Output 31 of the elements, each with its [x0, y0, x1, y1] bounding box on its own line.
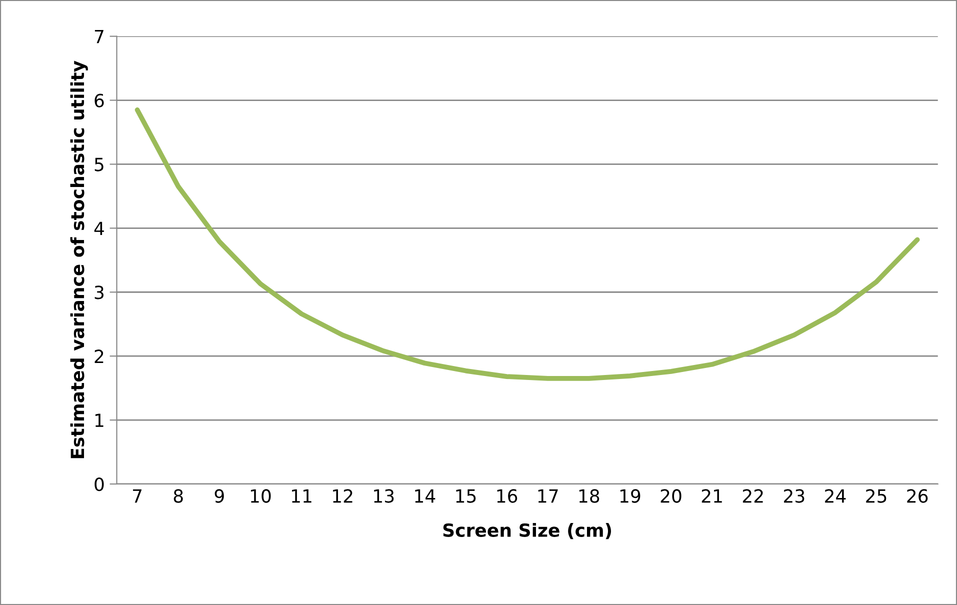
y-tick-label: 3 [94, 286, 104, 300]
x-tick-label: 25 [866, 489, 886, 503]
x-tick-label: 13 [374, 489, 394, 503]
x-tick-label: 16 [497, 489, 518, 503]
y-tick-label: 1 [95, 414, 104, 427]
x-tick-label: 12 [333, 489, 352, 503]
x-tick-label: 11 [292, 489, 312, 503]
x-tick-label: 24 [825, 489, 846, 503]
y-tick-label: 5 [94, 158, 104, 172]
x-tick-label: 19 [620, 489, 640, 503]
x-tick-label: 9 [214, 489, 224, 503]
x-tick-label: 8 [174, 489, 183, 503]
y-tick-label: 0 [94, 477, 104, 492]
x-tick-label: 15 [456, 489, 476, 503]
x-tick-label: 26 [907, 489, 928, 503]
y-tick-label: 6 [94, 94, 104, 108]
x-tick-label: 17 [538, 489, 558, 503]
x-tick-label: 22 [742, 489, 763, 503]
y-tick-label: 2 [94, 350, 104, 363]
y-tick-label: 7 [94, 30, 104, 44]
y-axis-title: Estimated variance of stochastic utility [70, 60, 88, 458]
x-axis-title: Screen Size (cm) [443, 523, 612, 540]
x-tick-label: 14 [415, 489, 436, 503]
x-tick-label: 10 [250, 489, 271, 503]
y-tick-label: 4 [94, 222, 104, 236]
x-tick-label: 23 [784, 489, 804, 503]
line-series [134, 107, 920, 381]
x-tick-label: 21 [702, 489, 722, 503]
x-tick-label: 7 [133, 489, 142, 503]
x-tick-label: 20 [660, 489, 682, 503]
x-tick-label: 18 [579, 489, 600, 503]
